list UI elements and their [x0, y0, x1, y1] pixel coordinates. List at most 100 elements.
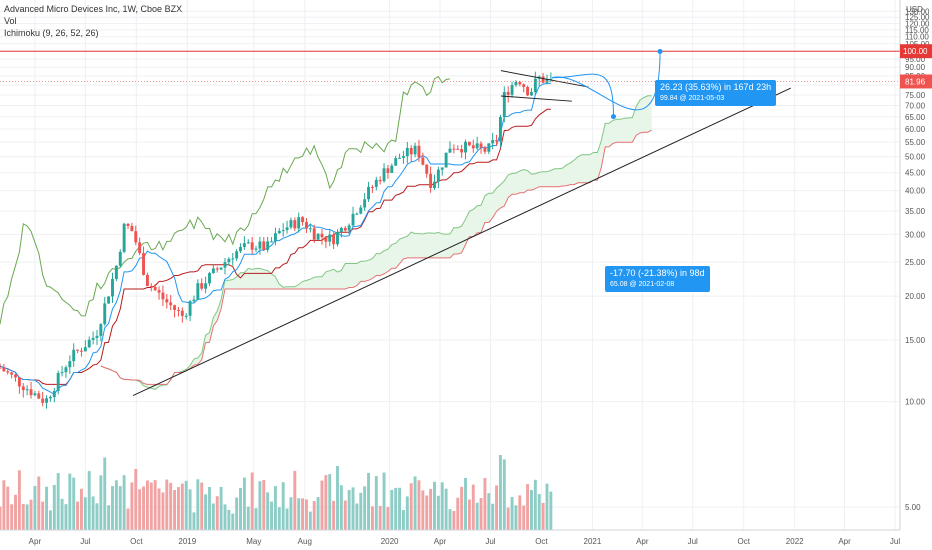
candle-body: [374, 180, 378, 187]
volume-bar: [72, 477, 76, 530]
volume-bar: [76, 501, 80, 530]
candle-body: [17, 377, 21, 387]
trendline-flag-upper: [500, 70, 589, 88]
currency-label: USD: [906, 5, 923, 14]
candle-body: [464, 141, 467, 153]
volume-bar: [394, 487, 398, 530]
ichimoku-base-line: [0, 108, 551, 385]
candle-body: [200, 283, 204, 289]
volume-bar: [374, 476, 378, 530]
volume-bar: [355, 503, 359, 530]
time-tick-label: Apr: [29, 537, 42, 546]
volume-bar: [440, 482, 444, 530]
volume-bar: [398, 487, 402, 530]
volume-bar: [165, 479, 169, 530]
volume-bar: [2, 480, 6, 530]
time-tick-label: 2019: [178, 537, 196, 546]
ichimoku-cloud: [100, 95, 652, 390]
candle-body: [145, 274, 149, 287]
volume-bar: [332, 500, 336, 530]
candle-body: [328, 234, 332, 242]
volume-bar: [258, 481, 262, 530]
time-tick-label: Oct: [737, 537, 750, 546]
symbol-title: Advanced Micro Devices Inc, 1W, Cboe BZX: [4, 4, 183, 14]
volume-bar: [479, 498, 483, 530]
price-tick-label: 50.00: [905, 153, 926, 162]
volume-bar: [273, 486, 277, 530]
volume-bar: [471, 484, 475, 530]
candle-body: [522, 84, 526, 87]
candle-body: [99, 324, 103, 336]
projection-arc-down: [551, 73, 614, 117]
candle-body: [359, 207, 363, 214]
time-tick-label: Apr: [636, 537, 649, 546]
price-tick-label: 55.00: [905, 138, 926, 147]
volume-bar: [270, 501, 274, 530]
time-tick-label: Jul: [890, 537, 900, 546]
volume-bar: [60, 498, 64, 530]
candle-body: [456, 148, 460, 150]
volume-bar: [103, 457, 107, 530]
candle-body: [161, 292, 165, 300]
candle-body: [285, 227, 289, 231]
time-tick-label: 2022: [786, 537, 804, 546]
volume-bar: [118, 486, 122, 530]
volume-bar: [134, 468, 138, 530]
price-tick-label: 115.00: [905, 26, 929, 35]
candle-body: [471, 145, 475, 149]
volume-bar: [10, 504, 14, 530]
volume-bar: [436, 495, 440, 530]
candle-body: [142, 253, 145, 275]
volume-bar: [6, 486, 10, 530]
volume-bar: [487, 493, 491, 530]
candle-body: [355, 213, 359, 215]
candle-body: [382, 168, 386, 182]
candle-body: [336, 232, 339, 245]
volume-bar: [320, 480, 324, 530]
volume-bar: [537, 493, 541, 530]
candle-body: [289, 220, 293, 228]
volume-bar: [142, 486, 145, 530]
candle-body: [176, 309, 180, 311]
candle-body: [184, 315, 188, 317]
volume-bar: [530, 489, 533, 530]
time-tick-label: 2021: [584, 537, 602, 546]
candle-body: [6, 371, 10, 373]
volume-bar: [456, 497, 460, 530]
volume-bar: [122, 475, 126, 530]
candle-body: [448, 148, 452, 153]
candle-body: [208, 273, 211, 284]
volume-bar: [68, 473, 72, 530]
candle-body: [180, 310, 184, 316]
price-axis-bg: [900, 0, 932, 550]
volume-bar: [25, 504, 29, 530]
volume-bar: [196, 479, 200, 530]
volume-bar: [56, 473, 60, 530]
candle-body: [351, 213, 355, 226]
price-tick-label: 10.00: [905, 398, 926, 407]
candle-body: [10, 372, 14, 375]
candle-body: [495, 140, 499, 142]
volume-bar: [107, 505, 111, 530]
candle-body: [549, 78, 553, 80]
price-tick-label: 110.00: [905, 33, 929, 42]
price-tick-label: 75.00: [905, 91, 926, 100]
candle-body: [378, 180, 382, 182]
candle-body: [266, 241, 270, 250]
candle-body: [518, 81, 522, 85]
volume-bar: [153, 480, 157, 530]
volume-bar: [208, 487, 211, 530]
candle-body: [312, 228, 316, 240]
price-tick-label: 95.00: [905, 55, 926, 64]
time-tick-label: May: [246, 537, 261, 546]
candle-body: [510, 85, 514, 95]
candle-body: [433, 181, 436, 189]
price-tick-label: 20.00: [905, 292, 926, 301]
volume-bar: [64, 504, 68, 530]
candle-body: [293, 220, 297, 229]
volume-bar: [266, 492, 270, 530]
candle-body: [401, 156, 405, 158]
candle-body: [103, 303, 107, 325]
candle-body: [33, 393, 37, 396]
